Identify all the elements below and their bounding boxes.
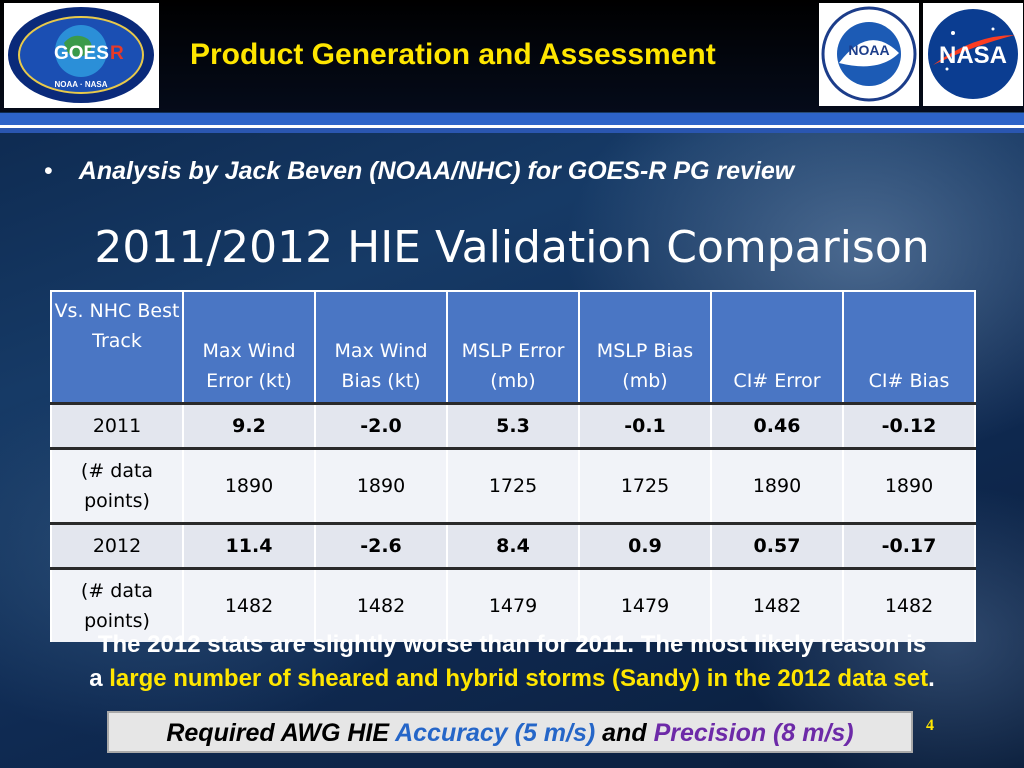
slide-title: Product Generation and Assessment — [190, 38, 716, 71]
col-header-reference: Vs. NHC Best Track — [50, 290, 184, 405]
row-label: 2011 — [50, 402, 184, 450]
table-cell: 1725 — [578, 448, 712, 524]
page-number: 4 — [926, 717, 934, 734]
table-cell: 0.9 — [578, 522, 712, 570]
table-cell: 1890 — [710, 448, 844, 524]
table-cell: -2.0 — [314, 402, 448, 450]
table-cell: 1482 — [182, 568, 316, 642]
table-title: 2011/2012 HIE Validation Comparison — [94, 222, 930, 273]
table-cell: 0.57 — [710, 522, 844, 570]
bullet-icon: • — [44, 157, 53, 185]
header-divider-white — [0, 125, 1024, 128]
table-cell: 1725 — [446, 448, 580, 524]
requirement-and: and — [602, 719, 647, 747]
table-cell: -0.17 — [842, 522, 976, 570]
col-header-max-wind-bias: Max Wind Bias (kt) — [314, 290, 448, 405]
table-cell: 1479 — [446, 568, 580, 642]
row-label: (# data points) — [50, 568, 184, 642]
table-cell: -0.12 — [842, 402, 976, 450]
validation-table: Vs. NHC Best Track Max Wind Error (kt) M… — [50, 290, 976, 642]
col-header-mslp-error: MSLP Error (mb) — [446, 290, 580, 405]
requirement-box: Required AWG HIE Accuracy (5 m/s) and Pr… — [107, 711, 913, 753]
noaa-logo-text: NOAA — [848, 42, 889, 58]
conclusion-line-1: The 2012 stats are slightly worse than f… — [97, 631, 927, 658]
conclusion-line-2: a large number of sheared and hybrid sto… — [0, 662, 1024, 696]
conclusion-highlight: large number of sheared and hybrid storm… — [109, 665, 929, 692]
table-cell: 5.3 — [446, 402, 580, 450]
requirement-accuracy: Accuracy (5 m/s) — [395, 719, 596, 747]
col-header-mslp-bias: MSLP Bias (mb) — [578, 290, 712, 405]
header-divider-blue-lower — [0, 128, 1024, 133]
table-cell: 1482 — [842, 568, 976, 642]
table-row-2012-points: (# data points) 1482 1482 1479 1479 1482… — [50, 568, 976, 642]
table-cell: 1482 — [710, 568, 844, 642]
nasa-logo-text: NASA — [939, 42, 1007, 69]
table-cell: -2.6 — [314, 522, 448, 570]
goes-logo-footer: NOAA · NASA — [54, 80, 107, 89]
conclusion-text: The 2012 stats are slightly worse than f… — [0, 628, 1024, 696]
analysis-bullet: • Analysis by Jack Beven (NOAA/NHC) for G… — [44, 157, 794, 186]
header-divider-blue — [0, 113, 1024, 125]
table-cell: 9.2 — [182, 402, 316, 450]
table-cell: 0.46 — [710, 402, 844, 450]
nasa-logo: NASA — [923, 3, 1023, 106]
noaa-logo: NOAA — [819, 3, 919, 106]
col-header-ci-bias: CI# Bias — [842, 290, 976, 405]
analysis-bullet-text: Analysis by Jack Beven (NOAA/NHC) for GO… — [78, 157, 795, 185]
header-bar: GOES R NOAA · NASA Product Generation an… — [0, 0, 1024, 112]
row-label: 2012 — [50, 522, 184, 570]
table-cell: -0.1 — [578, 402, 712, 450]
table-cell: 1890 — [182, 448, 316, 524]
table-row-2011: 2011 9.2 -2.0 5.3 -0.1 0.46 -0.12 — [50, 402, 976, 450]
table-header-row: Vs. NHC Best Track Max Wind Error (kt) M… — [50, 290, 976, 405]
table-cell: 1890 — [842, 448, 976, 524]
col-header-max-wind-error: Max Wind Error (kt) — [182, 290, 316, 405]
table-row-2011-points: (# data points) 1890 1890 1725 1725 1890… — [50, 448, 976, 524]
table-row-2012: 2012 11.4 -2.6 8.4 0.9 0.57 -0.17 — [50, 522, 976, 570]
requirement-precision: Precision (8 m/s) — [653, 719, 854, 747]
goes-r-logo: GOES R NOAA · NASA — [4, 3, 159, 108]
table-cell: 1479 — [578, 568, 712, 642]
table-cell: 1482 — [314, 568, 448, 642]
table-cell: 1890 — [314, 448, 448, 524]
requirement-prefix: Required AWG HIE — [166, 719, 390, 747]
table-cell: 11.4 — [182, 522, 316, 570]
conclusion-suffix: . — [928, 665, 935, 692]
col-header-ci-error: CI# Error — [710, 290, 844, 405]
table-cell: 8.4 — [446, 522, 580, 570]
goes-logo-r: R — [110, 43, 124, 64]
conclusion-prefix: a — [89, 665, 103, 692]
goes-logo-text: GOES — [54, 43, 109, 64]
row-label: (# data points) — [50, 448, 184, 524]
